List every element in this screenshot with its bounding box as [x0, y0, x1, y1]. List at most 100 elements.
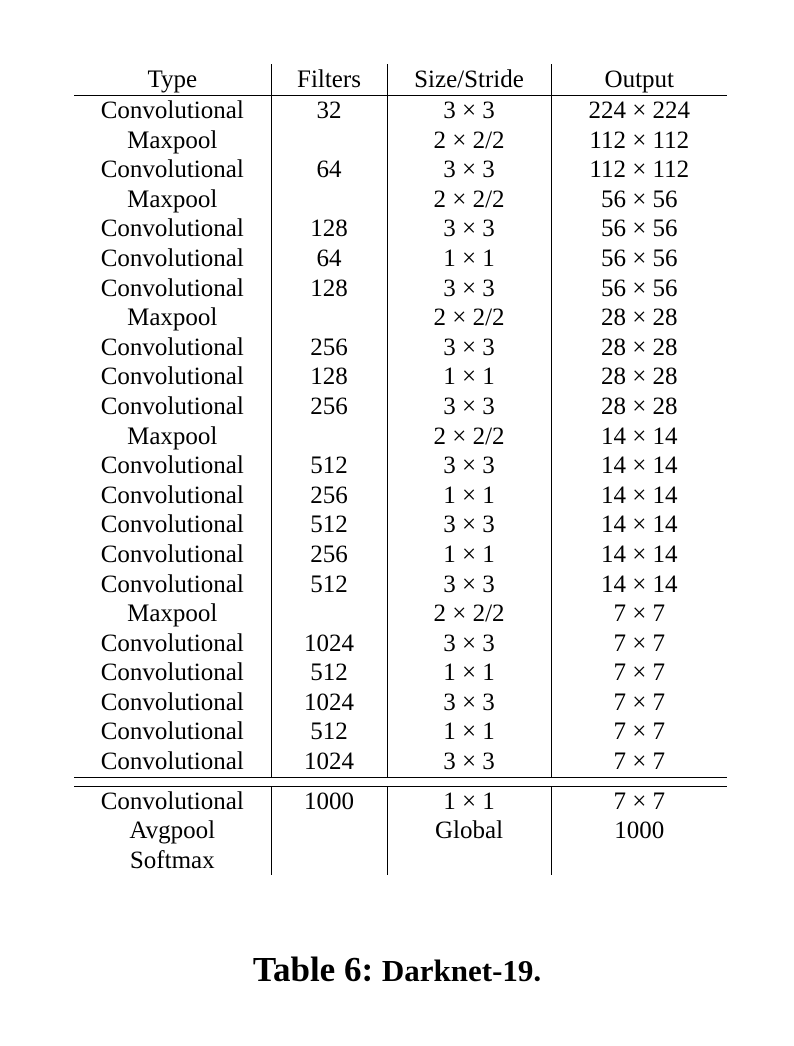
cell-output: 14 × 14: [600, 570, 678, 598]
table-row: Convolutional 512 3 × 3 14 × 14: [74, 510, 727, 540]
cell-type: Convolutional: [74, 786, 272, 817]
cell-type: Convolutional: [74, 332, 272, 363]
cell-filters: 1024: [271, 747, 388, 778]
header-type: Type: [74, 64, 272, 96]
cell-type: Convolutional: [74, 569, 272, 600]
table-row: Convolutional 256 3 × 3 28 × 28: [74, 391, 727, 422]
table-row: Convolutional 256 1 × 1 14 × 14: [74, 480, 727, 511]
darknet-table-container: Type Filters Size/Stride Output Convolut…: [74, 64, 727, 876]
table-row: Convolutional 512 1 × 1 7 × 7: [74, 658, 727, 688]
cell-output: 28 × 28: [600, 392, 678, 420]
cell-type: Convolutional: [74, 391, 272, 422]
cell-output: 14 × 14: [600, 422, 678, 450]
cell-type: Maxpool: [74, 184, 272, 215]
cell-filters: 512: [271, 658, 388, 688]
cell-type: Convolutional: [74, 539, 272, 570]
table-row: Convolutional 512 3 × 3 14 × 14: [74, 569, 727, 600]
cell-output: 56 × 56: [600, 244, 678, 272]
cell-output: 112 × 112: [589, 126, 690, 154]
cell-size-stride: 3 × 3: [387, 569, 552, 600]
cell-output: [551, 846, 727, 876]
cell-filters: 128: [271, 273, 388, 304]
cell-filters: [271, 125, 388, 156]
table-row: Maxpool 2 × 2/2 112 × 112: [74, 125, 727, 156]
cell-filters: [271, 845, 388, 876]
table-row: Convolutional 1000 1 × 1 7 × 7: [74, 786, 727, 817]
table-row: Convolutional 256 1 × 1 14 × 14: [74, 539, 727, 570]
header-size-stride: Size/Stride: [387, 64, 552, 96]
cell-size-stride: 3 × 3: [387, 747, 552, 778]
cell-output: 14 × 14: [600, 540, 678, 568]
cell-size-stride: 2 × 2/2: [387, 303, 552, 333]
cell-filters: 256: [271, 391, 388, 422]
cell-filters: [271, 421, 388, 452]
table-row: Convolutional 128 3 × 3 56 × 56: [74, 273, 727, 304]
table-row: Maxpool 2 × 2/2 56 × 56: [74, 184, 727, 215]
cell-size-stride: 3 × 3: [387, 451, 552, 481]
cell-filters: 256: [271, 480, 388, 511]
cell-output: 7 × 7: [613, 688, 666, 716]
cell-type: Convolutional: [74, 451, 272, 481]
cell-size-stride: 3 × 3: [387, 95, 552, 126]
cell-type: Convolutional: [74, 95, 272, 126]
double-rule-separator: [74, 776, 727, 787]
table-row: Convolutional 1024 3 × 3 7 × 7: [74, 747, 727, 778]
cell-size-stride: 1 × 1: [387, 658, 552, 688]
table-row: Convolutional 1024 3 × 3 7 × 7: [74, 687, 727, 718]
cell-output: 56 × 56: [600, 274, 678, 302]
cell-size-stride: 3 × 3: [387, 510, 552, 540]
cell-output: 56 × 56: [600, 185, 678, 213]
table-row: Convolutional 512 3 × 3 14 × 14: [74, 451, 727, 481]
table-row: Convolutional 32 3 × 3 224 × 224: [74, 95, 727, 126]
cell-size-stride: 3 × 3: [387, 273, 552, 304]
cell-type: Softmax: [74, 845, 272, 876]
cell-size-stride: 3 × 3: [387, 628, 552, 659]
table-row: Maxpool 2 × 2/2 14 × 14: [74, 421, 727, 452]
cell-type: Convolutional: [74, 658, 272, 688]
cell-filters: [271, 599, 388, 629]
cell-output: 28 × 28: [600, 333, 678, 361]
cell-filters: 1024: [271, 687, 388, 718]
cell-output: 56 × 56: [600, 215, 678, 243]
cell-type: Convolutional: [74, 717, 272, 748]
cell-output: 14 × 14: [600, 481, 678, 509]
cell-type: Maxpool: [74, 421, 272, 452]
table-row: Convolutional 256 3 × 3 28 × 28: [74, 332, 727, 363]
cell-type: Convolutional: [74, 480, 272, 511]
cell-filters: 512: [271, 569, 388, 600]
cell-type: Convolutional: [74, 214, 272, 244]
cell-filters: [271, 303, 388, 333]
cell-filters: 1024: [271, 628, 388, 659]
cell-output: 14 × 14: [600, 452, 678, 480]
cell-output: 224 × 224: [588, 97, 691, 124]
cell-output: 7 × 7: [613, 659, 666, 687]
table-row: Convolutional 128 3 × 3 56 × 56: [74, 214, 727, 244]
cell-size-stride: 2 × 2/2: [387, 125, 552, 156]
cell-type: Convolutional: [74, 510, 272, 540]
table-row: Maxpool 2 × 2/2 7 × 7: [74, 599, 727, 629]
cell-type: Avgpool: [74, 816, 272, 846]
cell-size-stride: 1 × 1: [387, 717, 552, 748]
cell-type: Convolutional: [74, 687, 272, 718]
darknet-19-table: Type Filters Size/Stride Output Convolut…: [74, 64, 727, 876]
caption-label: Table 6:: [252, 950, 374, 989]
cell-output: 112 × 112: [589, 156, 690, 184]
cell-filters: 512: [271, 510, 388, 540]
cell-size-stride: 3 × 3: [387, 155, 552, 185]
cell-size-stride: 3 × 3: [387, 332, 552, 363]
cell-type: Convolutional: [74, 362, 272, 392]
cell-filters: 128: [271, 362, 388, 392]
cell-output: 28 × 28: [600, 304, 678, 332]
cell-output: 7 × 7: [613, 718, 666, 746]
cell-filters: 64: [271, 243, 388, 274]
table-row: Convolutional 128 1 × 1 28 × 28: [74, 362, 727, 392]
cell-type: Convolutional: [74, 628, 272, 659]
cell-filters: 256: [271, 539, 388, 570]
cell-size-stride: 3 × 3: [387, 214, 552, 244]
cell-type: Maxpool: [74, 599, 272, 629]
cell-type: Maxpool: [74, 303, 272, 333]
table-body: Convolutional 32 3 × 3 224 × 224 Maxpool 2 × …: [74, 95, 727, 778]
cell-output: 14 × 14: [600, 511, 678, 539]
cell-size-stride: Global: [387, 816, 552, 846]
